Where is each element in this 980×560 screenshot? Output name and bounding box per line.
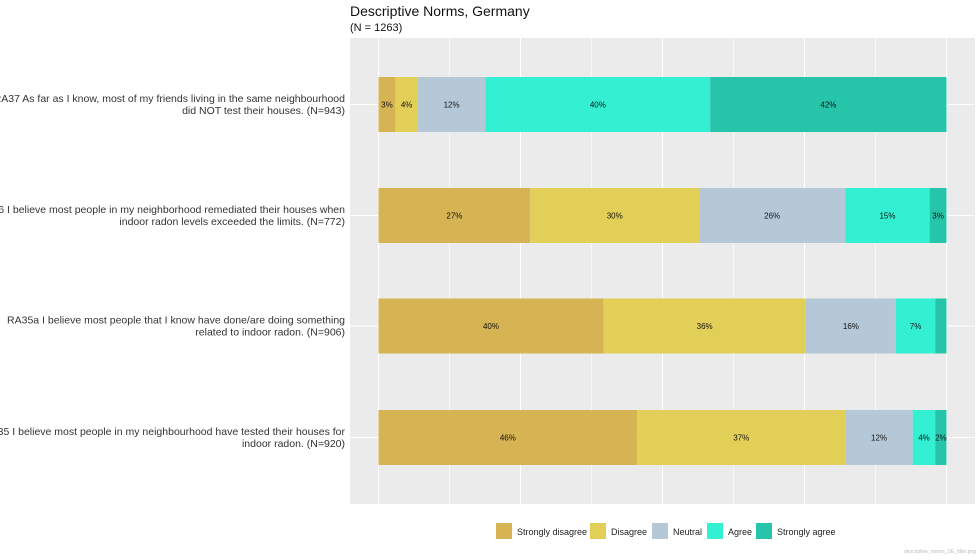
data-label: 3% (932, 212, 944, 221)
data-label: 40% (483, 322, 499, 331)
bar-segment (845, 188, 930, 243)
bar-segment (805, 298, 896, 354)
legend-label: Strongly disagree (517, 527, 587, 537)
data-label: 26% (764, 212, 780, 221)
bar-segment (699, 188, 846, 243)
legend-swatch (707, 523, 723, 539)
legend-label: Neutral (673, 527, 702, 537)
bar-segment (378, 410, 638, 465)
legend-label: Strongly agree (777, 527, 836, 537)
legend-swatch (756, 523, 772, 539)
category-label: related to indoor radon. (N=906) (195, 327, 345, 339)
chart-title: Descriptive Norms, Germany (350, 3, 530, 19)
data-label: 12% (444, 101, 460, 110)
category-label: RA35a I believe most people that I know … (7, 315, 345, 327)
category-label: indoor radon levels exceeded the limits.… (119, 216, 345, 228)
bar-segment (935, 410, 947, 465)
bar-segment (637, 410, 846, 465)
bar-segment (485, 77, 711, 132)
data-label: 7% (910, 322, 922, 331)
bar-segment (935, 298, 947, 354)
bar-segment (845, 410, 913, 465)
data-label: 40% (590, 101, 606, 110)
data-label: 4% (918, 434, 930, 443)
source-note: descriptive_norms_DE_filter.png (904, 549, 976, 555)
data-label: 15% (879, 212, 895, 221)
data-label: 16% (843, 322, 859, 331)
bar-segment (378, 188, 531, 243)
bar-segment (929, 188, 947, 243)
data-label: 2% (935, 434, 947, 443)
category-label: indoor radon. (N=920) (242, 438, 345, 450)
category-label: RA37 As far as I know, most of my friend… (0, 93, 345, 105)
category-label: did NOT test their houses. (N=943) (182, 105, 345, 117)
bar-segment (378, 77, 396, 132)
legend-swatch (590, 523, 606, 539)
bar-segment (417, 77, 486, 132)
bar-segment (378, 298, 604, 354)
data-label: 12% (871, 434, 887, 443)
category-label: RA36 I believe most people in my neighbo… (0, 204, 345, 216)
bar-segment (603, 298, 806, 354)
bar-segment (912, 410, 936, 465)
data-label: 27% (446, 212, 462, 221)
bars: 3% 4% 12% 40% 42% 27% 30% 26% 15% 3% 40% 36% 16% 7% 46… (378, 77, 947, 465)
bar-segment (530, 188, 700, 243)
data-label: 42% (820, 101, 836, 110)
bar-segment (395, 77, 418, 132)
data-label: 30% (607, 212, 623, 221)
data-label: 36% (697, 322, 713, 331)
bar-segment (895, 298, 936, 354)
data-label: 4% (401, 101, 413, 110)
legend-label: Agree (728, 527, 752, 537)
chart-subtitle: (N = 1263) (350, 22, 402, 34)
category-label: RA35 I believe most people in my neighbo… (0, 426, 345, 438)
legend-swatch (652, 523, 668, 539)
legend-swatch (496, 523, 512, 539)
data-label: 46% (500, 434, 516, 443)
data-label: 3% (381, 101, 393, 110)
legend: Strongly disagree Disagree Neutral Agree Str… (496, 523, 836, 539)
data-label: 37% (733, 434, 749, 443)
bar-segment (710, 77, 947, 132)
category-labels: RA37 As far as I know, most of my friend… (0, 93, 345, 450)
legend-label: Disagree (611, 527, 647, 537)
